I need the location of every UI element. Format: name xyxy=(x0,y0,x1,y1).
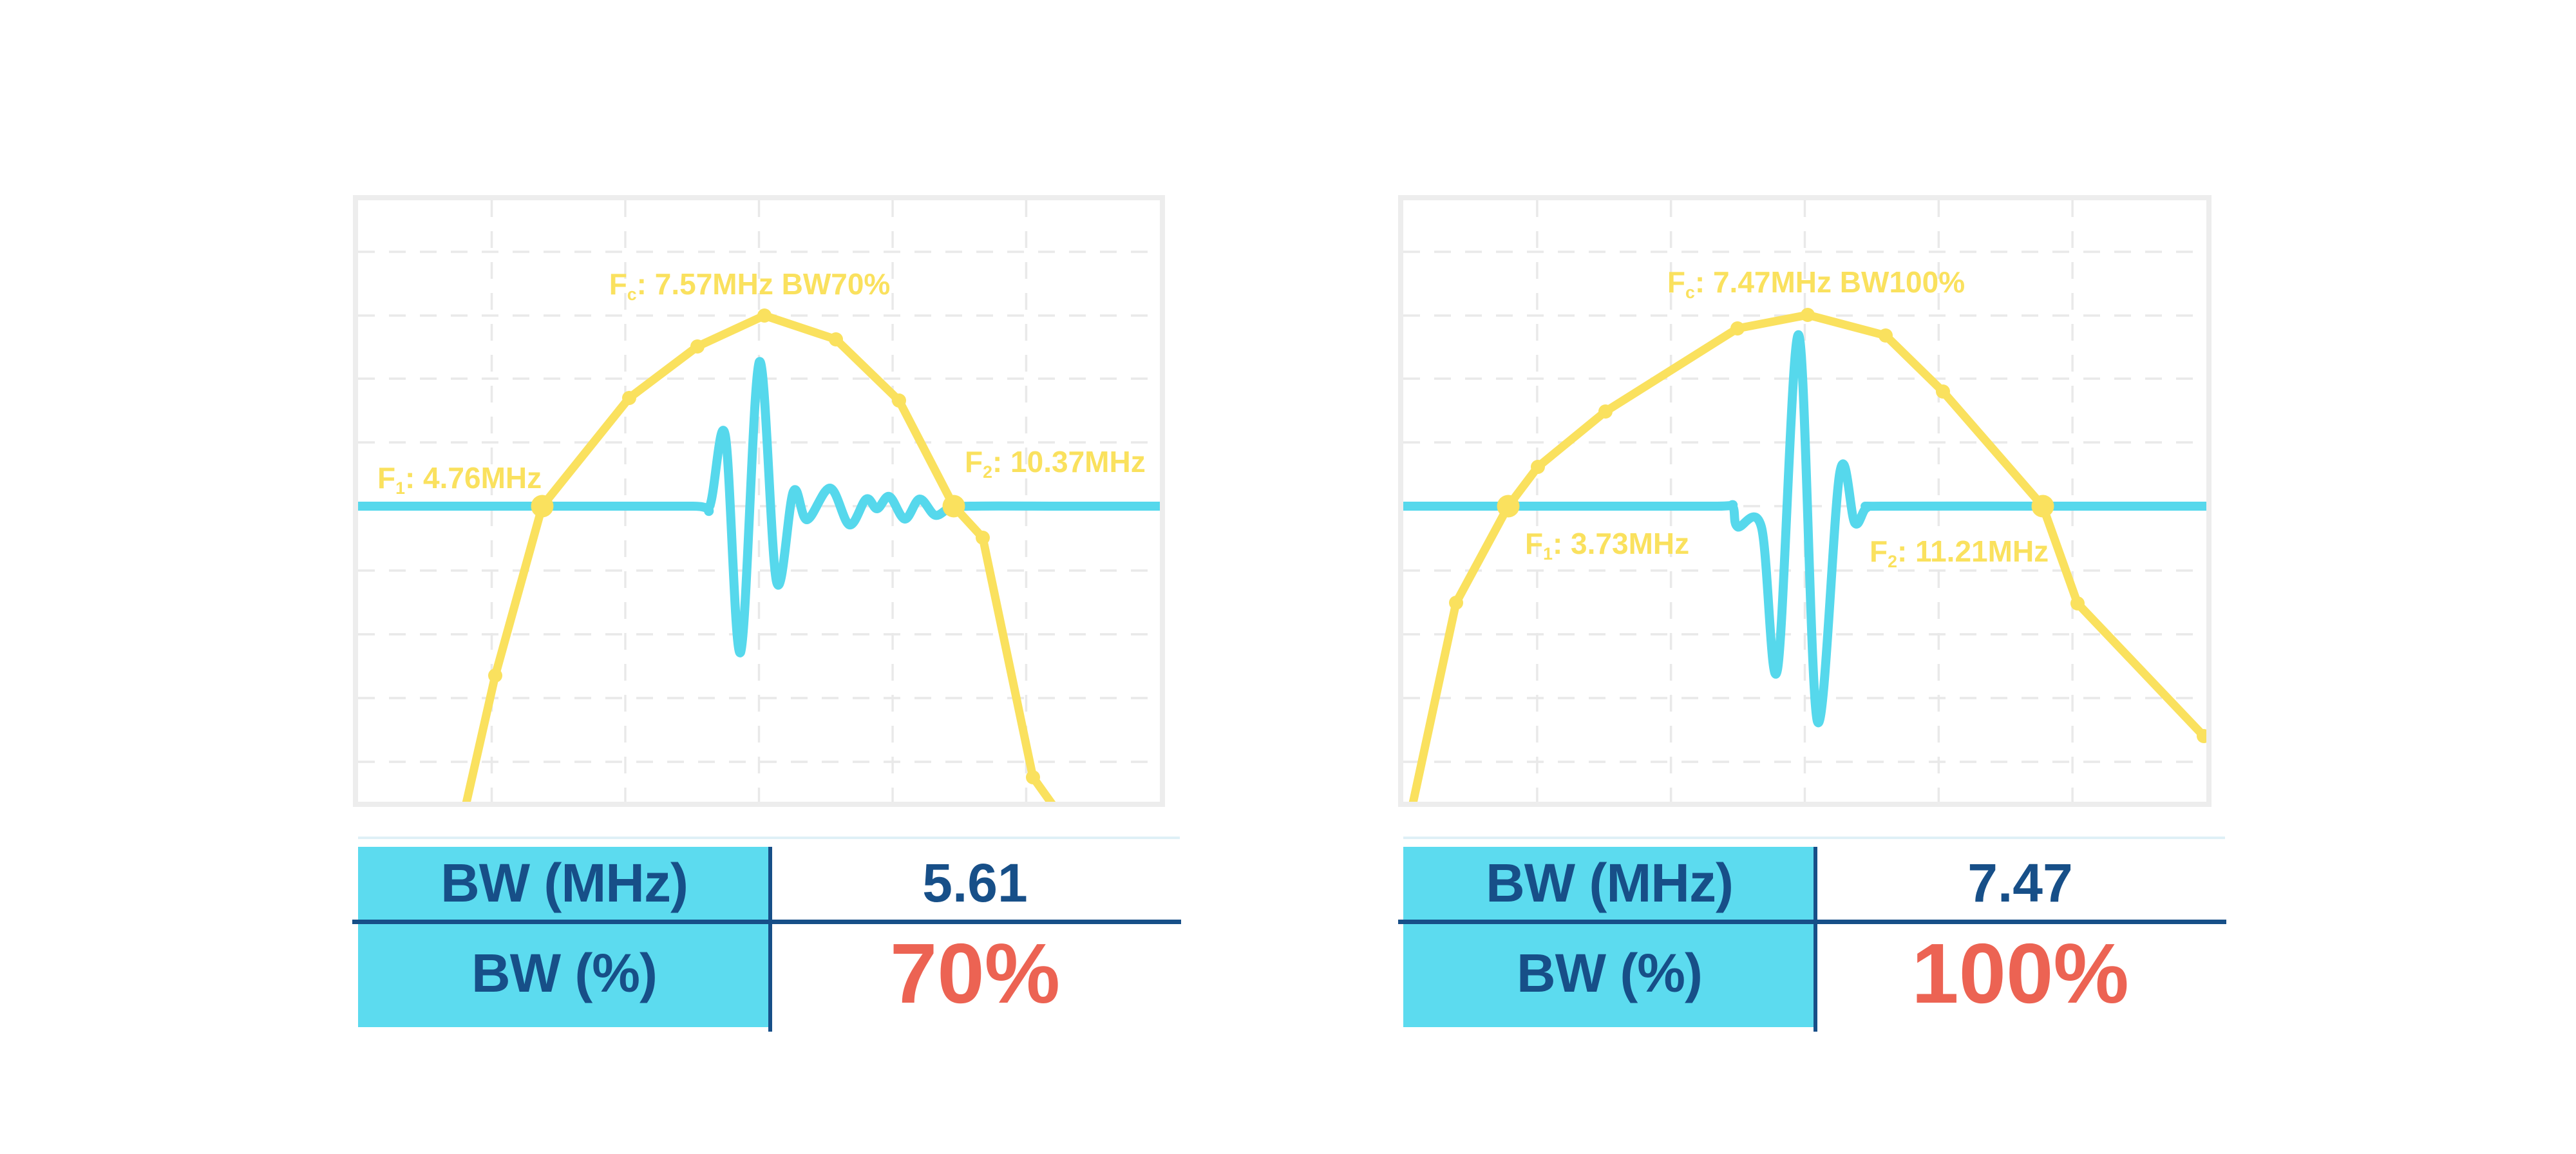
value-bw-mhz: 7.47 xyxy=(1967,853,2073,913)
table-row-divider xyxy=(1398,920,2226,924)
table-top-rule xyxy=(358,837,1180,839)
fc-subscript: c xyxy=(627,285,637,305)
f2-value-text: : 11.21MHz xyxy=(1897,534,2049,568)
row-header-bw-mhz: BW (MHz) xyxy=(1403,847,1815,920)
value-bw-percent: 100% xyxy=(1911,926,2129,1021)
f1-symbol: F xyxy=(1525,527,1544,560)
table-row: BW (%) 70% xyxy=(358,920,1180,1027)
f2-symbol: F xyxy=(1870,534,1888,568)
upper-cutoff-label: F2: 11.21MHz xyxy=(1870,534,2049,572)
fc-symbol: F xyxy=(609,267,627,301)
f1-subscript: 1 xyxy=(1543,544,1553,564)
row-header-bw-percent: BW (%) xyxy=(1403,920,1815,1027)
row-header-bw-percent: BW (%) xyxy=(358,920,770,1027)
lower-cutoff-label: F1: 4.76MHz xyxy=(377,461,542,498)
lower-cutoff-label: F1: 3.73MHz xyxy=(1525,527,1690,564)
fc-value-text: : 7.47MHz BW100% xyxy=(1694,265,1965,299)
table-row: BW (MHz) 5.61 xyxy=(358,847,1180,920)
spectrum-chart-bw100: Fc: 7.47MHz BW100% F1: 3.73MHz F2: 11.21… xyxy=(1398,195,2211,807)
table-row: BW (MHz) 7.47 xyxy=(1403,847,2225,920)
table-top-rule xyxy=(1403,837,2225,839)
spectrum-chart-bw70: Fc: 7.57MHz BW70% F1: 4.76MHz F2: 10.37M… xyxy=(353,195,1165,807)
row-header-bw-mhz: BW (MHz) xyxy=(358,847,770,920)
f2-value-text: : 10.37MHz xyxy=(992,445,1146,478)
spectrum-plot-bw70 xyxy=(358,200,1160,802)
table-row: BW (%) 100% xyxy=(1403,920,2225,1027)
value-bw-percent: 70% xyxy=(889,926,1061,1021)
table-column-divider xyxy=(1814,847,1817,1032)
f2-subscript: 2 xyxy=(1888,552,1897,572)
bandwidth-table-bw70: BW (MHz) 5.61 BW (%) 70% xyxy=(352,837,1181,1032)
f2-symbol: F xyxy=(965,445,983,478)
center-frequency-label: Fc: 7.47MHz BW100% xyxy=(1667,265,1965,303)
table-column-divider xyxy=(768,847,772,1032)
f1-value-text: : 4.76MHz xyxy=(404,461,542,495)
f1-subscript: 1 xyxy=(395,478,405,498)
value-bw-mhz: 5.61 xyxy=(922,853,1028,913)
center-frequency-label: Fc: 7.57MHz BW70% xyxy=(609,267,891,305)
f1-value-text: : 3.73MHz xyxy=(1552,527,1690,560)
fc-value-text: : 7.57MHz BW70% xyxy=(636,267,891,301)
fc-symbol: F xyxy=(1667,265,1686,299)
spectrum-plot-bw100 xyxy=(1403,200,2206,802)
upper-cutoff-label: F2: 10.37MHz xyxy=(965,445,1146,482)
table-row-divider xyxy=(352,920,1181,924)
f2-subscript: 2 xyxy=(983,462,992,482)
f1-symbol: F xyxy=(377,461,396,495)
bandwidth-table-bw100: BW (MHz) 7.47 BW (%) 100% xyxy=(1398,837,2226,1032)
fc-subscript: c xyxy=(1685,283,1695,303)
